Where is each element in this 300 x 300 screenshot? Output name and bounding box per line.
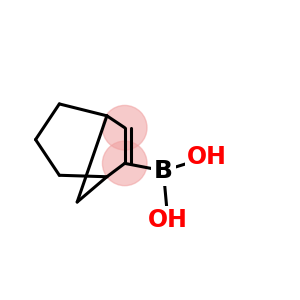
Text: OH: OH [187, 146, 226, 170]
Text: OH: OH [148, 208, 188, 232]
Circle shape [102, 105, 147, 150]
Circle shape [102, 141, 147, 186]
Text: B: B [154, 159, 173, 183]
